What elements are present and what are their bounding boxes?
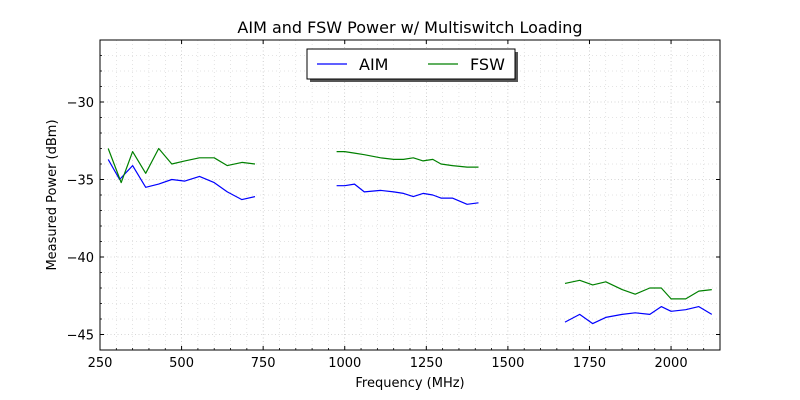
series-fsw-segment-2	[336, 151, 479, 168]
x-tick-label: 500	[169, 356, 194, 371]
series-fsw-segment-1	[107, 147, 256, 184]
series-aim-segment-3	[564, 306, 713, 325]
legend-label-fsw: FSW	[470, 55, 505, 74]
x-tick-label: 250	[88, 356, 113, 371]
ticks: 250 500 750 1000 1250 1500 1750 2000 −45 −40 −35 −3…	[67, 39, 721, 371]
y-tick-label: −30	[67, 96, 94, 111]
x-tick-label: 1000	[328, 356, 361, 371]
series-aim-segment-2	[336, 183, 479, 205]
x-tick-label: 1250	[410, 356, 443, 371]
x-axis-label: Frequency (MHz)	[355, 376, 464, 391]
x-tick-label: 750	[251, 356, 276, 371]
x-tick-label: 1500	[491, 356, 524, 371]
x-tick-label: 1750	[573, 356, 606, 371]
y-tick-label: −40	[67, 251, 94, 266]
x-tick-label: 2000	[655, 356, 688, 371]
series-fsw-segment-3	[564, 279, 712, 300]
series-layer	[107, 147, 713, 325]
y-tick-label: −45	[67, 329, 94, 344]
y-tick-label: −35	[67, 174, 94, 189]
chart-title: AIM and FSW Power w/ Multiswitch Loading	[237, 18, 582, 37]
legend: AIM FSW	[306, 48, 518, 82]
y-axis-label: Measured Power (dBm)	[45, 119, 60, 270]
legend-label-aim: AIM	[359, 55, 388, 74]
series-aim-segment-1	[107, 159, 256, 201]
